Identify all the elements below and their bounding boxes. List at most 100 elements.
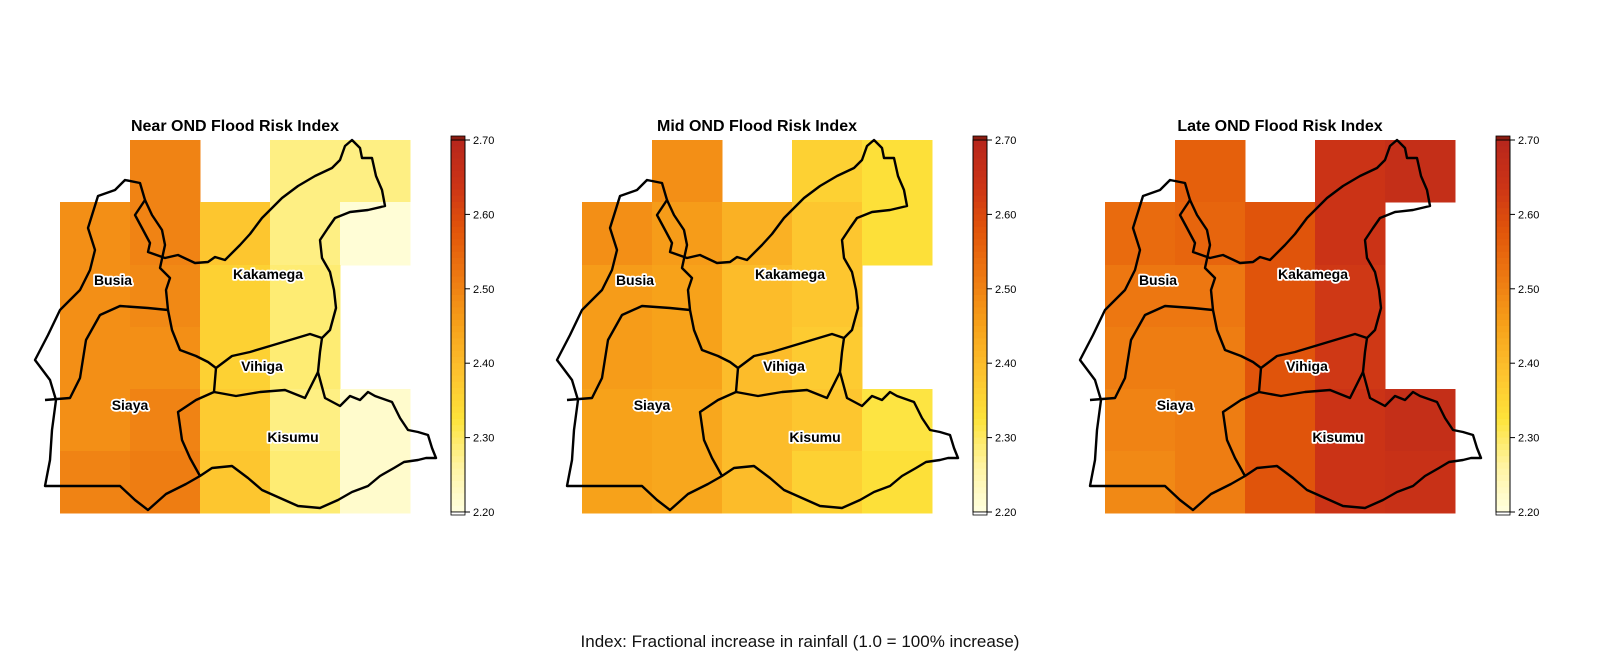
legend-swatch — [973, 301, 987, 308]
county-label-halo: Kisumu — [789, 429, 840, 445]
raster-cell — [1385, 451, 1456, 514]
raster-cell — [722, 451, 793, 514]
legend-swatch — [451, 481, 465, 488]
legend-swatch — [973, 313, 987, 321]
legend-swatch — [451, 158, 465, 166]
legend-swatch — [973, 505, 987, 513]
legend-swatch — [1496, 456, 1510, 463]
legend-cap-top — [450, 135, 466, 141]
legend-swatch — [973, 437, 987, 445]
legend-swatch — [973, 357, 987, 364]
legend-swatch — [973, 326, 987, 333]
legend-swatch — [451, 140, 465, 147]
legend-swatch — [1496, 412, 1510, 420]
legend-swatch — [1496, 338, 1510, 345]
legend-swatch — [1496, 313, 1510, 321]
legend-swatch — [1496, 282, 1510, 290]
panel-title: Mid OND Flood Risk Index — [657, 118, 857, 135]
figure-caption: Index: Fractional increase in rainfall (… — [580, 632, 1020, 651]
legend-swatch — [973, 146, 987, 153]
county-label-busia: Busia — [94, 272, 132, 288]
legend-swatch — [451, 319, 465, 327]
raster-cell — [1105, 451, 1176, 514]
legend-swatch — [1496, 264, 1510, 271]
legend-swatch — [1496, 326, 1510, 333]
legend-swatch — [451, 332, 465, 339]
legend-swatch — [451, 363, 465, 370]
legend-swatch — [1496, 226, 1510, 234]
legend-swatch — [451, 245, 465, 252]
legend-swatch — [451, 146, 465, 153]
county-label-halo: Kisumu — [1312, 429, 1363, 445]
county-label-vihiga: Vihiga — [241, 358, 283, 374]
raster-cell — [200, 451, 271, 514]
legend-swatch — [1496, 189, 1510, 197]
panel-title: Near OND Flood Risk Index — [131, 118, 339, 135]
legend-swatch — [1496, 425, 1510, 432]
legend-swatch — [973, 400, 987, 407]
county-label-kisumu: Kisumu — [267, 429, 318, 445]
legend-swatch — [973, 431, 987, 438]
legend-swatch — [1496, 146, 1510, 153]
legend-swatch — [451, 164, 465, 172]
raster-cell — [200, 327, 271, 390]
legend-swatch — [451, 462, 465, 469]
legend-swatch — [1496, 481, 1510, 488]
raster-cell — [1245, 327, 1316, 390]
raster-cell — [862, 451, 933, 514]
legend-swatch — [451, 195, 465, 203]
legend-swatch — [973, 487, 987, 494]
legend-swatch — [451, 425, 465, 432]
raster-cell — [1175, 140, 1246, 203]
county-label-kisumu: Kisumu — [1312, 429, 1363, 445]
legend-swatch — [973, 158, 987, 166]
county-label-kakamega: Kakamega — [1278, 266, 1348, 282]
legend-swatch — [973, 388, 987, 395]
county-label-vihiga: Vihiga — [763, 358, 805, 374]
legend-swatch — [973, 239, 987, 246]
raster-cell — [792, 140, 863, 203]
legend-swatch — [973, 499, 987, 507]
county-label-halo: Kakamega — [1278, 266, 1348, 282]
legend-swatch — [973, 406, 987, 414]
legend-swatch — [1496, 270, 1510, 277]
county-label-halo: Siaya — [634, 397, 671, 413]
legend-tick-label: 2.30 — [1518, 433, 1539, 445]
county-label-halo: Kakamega — [233, 266, 303, 282]
legend-swatch — [451, 394, 465, 401]
legend-swatch — [1496, 140, 1510, 147]
raster-cell — [792, 202, 863, 266]
raster-cells — [1105, 140, 1456, 514]
legend-tick-label: 2.60 — [473, 209, 494, 221]
legend-swatch — [451, 313, 465, 321]
raster-cell — [582, 327, 653, 390]
legend-swatch — [451, 233, 465, 240]
legend-swatch — [1496, 332, 1510, 339]
legend-swatch — [1496, 251, 1510, 259]
legend-swatch — [451, 369, 465, 376]
county-label-busia: Busia — [616, 272, 654, 288]
county-label-vihiga: Vihiga — [1286, 358, 1328, 374]
legend-swatch — [973, 189, 987, 197]
legend-swatch — [451, 183, 465, 190]
legend-swatch — [1496, 443, 1510, 451]
legend-swatch — [451, 419, 465, 426]
legend-swatch — [973, 233, 987, 240]
raster-cell — [652, 389, 723, 452]
legend-swatch — [451, 295, 465, 302]
legend-swatch — [973, 264, 987, 271]
legend-swatch — [451, 375, 465, 383]
legend-swatch — [973, 456, 987, 463]
legend-swatch — [1496, 462, 1510, 469]
legend-swatch — [973, 140, 987, 147]
legend-swatch — [451, 307, 465, 314]
legend-tick-label: 2.60 — [1518, 209, 1539, 221]
legend-swatch — [973, 220, 987, 228]
raster-cell — [270, 265, 341, 328]
raster-cell — [60, 265, 131, 328]
county-label-halo: Siaya — [112, 397, 149, 413]
raster-cell — [1105, 389, 1176, 452]
legend-swatch — [973, 369, 987, 376]
legend-swatch — [1496, 220, 1510, 228]
legend-swatch — [1496, 288, 1510, 296]
